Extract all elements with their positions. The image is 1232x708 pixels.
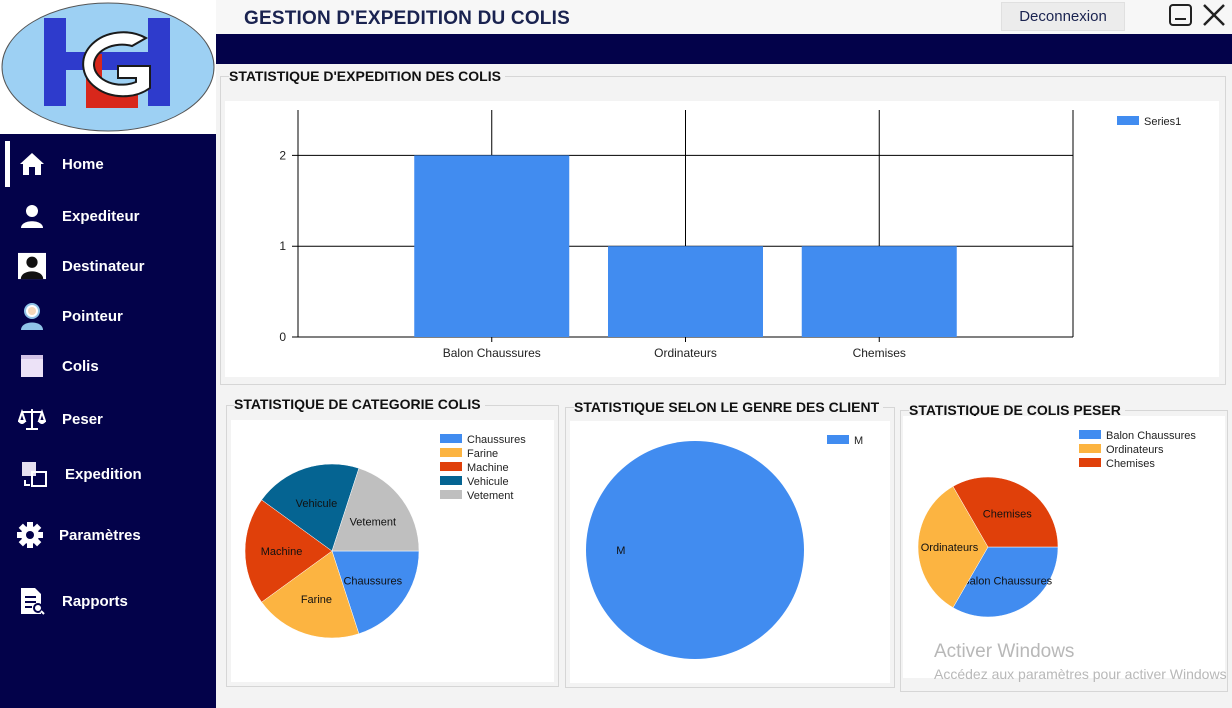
- legend-label: Chemises: [1106, 458, 1155, 470]
- genre-pie-chart: MM: [586, 435, 863, 659]
- slice-label: Machine: [261, 546, 303, 558]
- app-title: GESTION D'EXPEDITION DU COLIS: [244, 8, 570, 29]
- logo-graphic: [1, 2, 215, 132]
- slice-label: Chemises: [983, 509, 1032, 521]
- sidebar-item-label: Home: [62, 155, 104, 173]
- x-tick-label: Chemises: [853, 346, 906, 360]
- pie-slice: [244, 499, 333, 603]
- peser-panel-title: STATISTIQUE DE COLIS PESER: [909, 402, 1125, 418]
- legend-label: Chaussures: [467, 434, 526, 446]
- gear-icon: [16, 521, 44, 549]
- pie-slice: [586, 441, 804, 659]
- header: GESTION D'EXPEDITION DU COLIS Deconnexio…: [216, 0, 1232, 34]
- legend-swatch: [440, 434, 462, 443]
- active-indicator: [5, 141, 10, 187]
- peser-chart-area: Balon Chaussures Ordinateurs Chemises Balon…: [903, 416, 1225, 678]
- legend-swatch: [440, 490, 462, 499]
- slice-label: Balon Chaussures: [962, 575, 1052, 587]
- watermark-title: Activer Windows: [934, 641, 1075, 662]
- legend-label: Farine: [467, 448, 498, 460]
- peser-pie-chart: Balon Chaussures Ordinateurs Chemises Balon…: [917, 430, 1196, 618]
- legend-swatch: [440, 476, 462, 485]
- sidebar-item-peser[interactable]: Peser: [0, 394, 216, 444]
- user-dark-icon: [18, 252, 46, 280]
- box-icon: [18, 352, 46, 380]
- slice-label: M: [616, 545, 625, 557]
- legend-swatch: [1079, 430, 1101, 439]
- sidebar-item-label: Destinateur: [62, 257, 145, 275]
- y-tick-label: 0: [279, 330, 286, 344]
- y-tick-label: 2: [279, 148, 286, 162]
- legend-label: Balon Chaussures: [1106, 430, 1196, 442]
- genre-panel-title: STATISTIQUE SELON LE GENRE DES CLIENT: [574, 399, 884, 415]
- legend-label: M: [854, 435, 863, 447]
- close-icon[interactable]: [1202, 3, 1226, 27]
- pie-slice: [952, 476, 1059, 548]
- legend-swatch: [1117, 116, 1139, 125]
- pie-slice: [331, 550, 420, 635]
- legend-swatch: [1079, 444, 1101, 453]
- x-tick-label: Ordinateurs: [654, 346, 717, 360]
- sidebar-item-rapports[interactable]: Rapports: [0, 576, 216, 626]
- logout-button[interactable]: Deconnexion: [1001, 2, 1125, 31]
- y-tick-label: 1: [279, 239, 286, 253]
- expedition-panel-title: STATISTIQUE D'EXPEDITION DES COLIS: [229, 68, 505, 84]
- legend-label: Series1: [1144, 116, 1181, 128]
- sidebar-item-label: Pointeur: [62, 307, 123, 325]
- pie-slice: [331, 467, 420, 552]
- legend-swatch: [440, 462, 462, 471]
- bar: [608, 246, 763, 337]
- expedition-bar-chart: 0 1 2 Balon Chaussures Ordinateurs Chemises Se…: [279, 110, 1181, 360]
- bar: [801, 246, 957, 337]
- sidebar-item-label: Colis: [62, 357, 99, 375]
- legend-swatch: [1079, 458, 1101, 467]
- report-icon: [18, 587, 46, 615]
- categorie-pie-chart: Chaussures Farine Machine Vehicule Vetement C…: [244, 434, 526, 639]
- legend-swatch: [440, 448, 462, 457]
- legend-label: Machine: [467, 462, 509, 474]
- minimize-icon[interactable]: [1169, 4, 1192, 26]
- sidebar-item-colis[interactable]: Colis: [0, 341, 216, 391]
- sidebar-item-home[interactable]: Home: [0, 139, 216, 189]
- scale-icon: [18, 405, 46, 433]
- user-icon: [18, 202, 46, 230]
- pie-slice: [261, 463, 360, 552]
- sidebar-item-label: Rapports: [62, 592, 128, 610]
- logo: [0, 0, 216, 134]
- legend-label: Ordinateurs: [1106, 444, 1164, 456]
- slice-label: Farine: [301, 594, 332, 606]
- sidebar-item-parametres[interactable]: Paramètres: [0, 510, 216, 560]
- slice-label: Chaussures: [343, 576, 402, 588]
- expedition-panel: [220, 76, 1226, 385]
- pie-slice: [261, 550, 360, 639]
- sidebar-item-label: Peser: [62, 410, 103, 428]
- categorie-chart-area: Chaussures Farine Machine Vehicule Vetement C…: [231, 420, 554, 682]
- sidebar: Home Expediteur Destinateur Pointeur Col…: [0, 0, 216, 708]
- transfer-icon: [20, 460, 48, 488]
- worker-icon: [18, 302, 46, 330]
- slice-label: Vehicule: [296, 498, 338, 510]
- sidebar-item-label: Expedition: [65, 465, 142, 483]
- categorie-panel-title: STATISTIQUE DE CATEGORIE COLIS: [234, 396, 485, 412]
- home-icon: [18, 150, 46, 178]
- watermark-subtitle: Accédez aux paramètres pour activer Wind…: [934, 666, 1227, 682]
- legend-label: Vetement: [467, 490, 513, 502]
- slice-label: Ordinateurs: [921, 542, 979, 554]
- header-band: [216, 34, 1232, 64]
- expedition-chart-area: 0 1 2 Balon Chaussures Ordinateurs Chemises Se…: [225, 101, 1219, 377]
- sidebar-item-label: Expediteur: [62, 207, 140, 225]
- x-tick-label: Balon Chaussures: [443, 346, 541, 360]
- sidebar-item-expedition[interactable]: Expedition: [0, 449, 216, 499]
- bar: [414, 155, 570, 337]
- pie-slice: [952, 546, 1059, 618]
- legend-label: Vehicule: [467, 476, 509, 488]
- sidebar-item-label: Paramètres: [59, 526, 141, 544]
- sidebar-item-pointeur[interactable]: Pointeur: [0, 291, 216, 341]
- legend-swatch: [827, 435, 849, 444]
- slice-label: Vetement: [350, 516, 396, 528]
- sidebar-item-expediteur[interactable]: Expediteur: [0, 191, 216, 241]
- sidebar-item-destinateur[interactable]: Destinateur: [0, 241, 216, 291]
